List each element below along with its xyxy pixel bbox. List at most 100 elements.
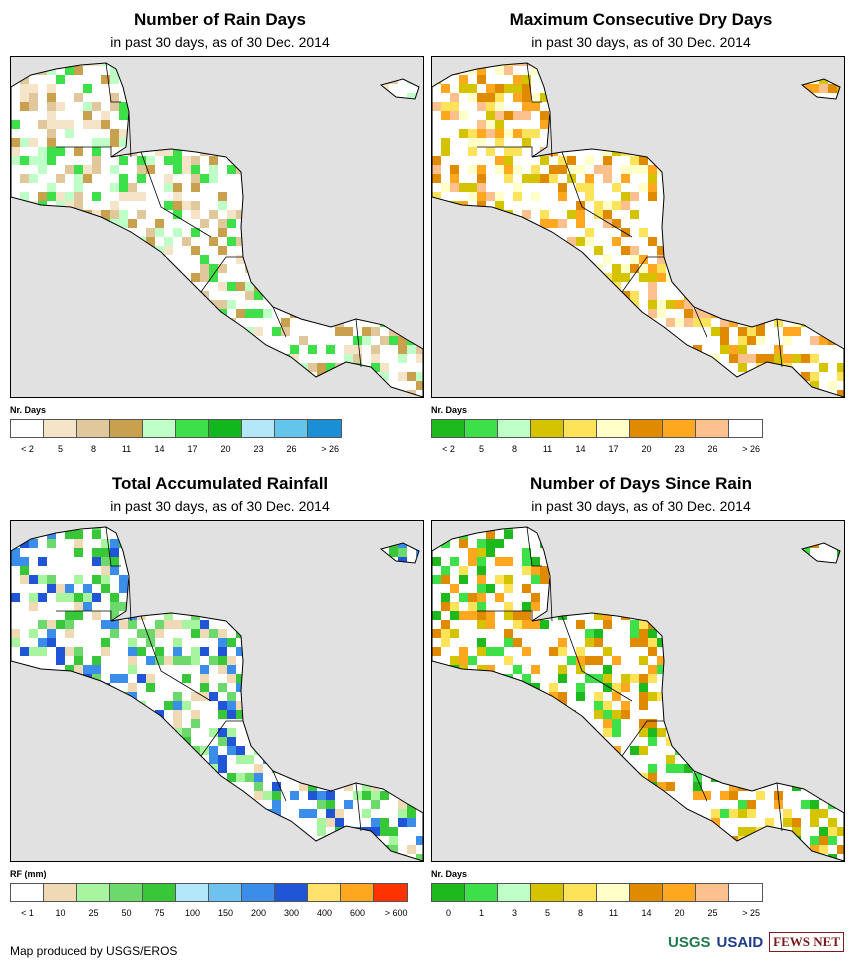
legend-label: < 2 [442,444,455,454]
legend-label: 5 [478,444,485,454]
legend-swatch [11,420,44,437]
legend-swatch [531,884,564,901]
legend-label: < 2 [21,444,34,454]
legend-swatch [275,884,308,901]
map-days-since-rain[interactable] [431,520,845,862]
legend-swatch [663,420,696,437]
legend-label: 23 [674,444,685,454]
legend-label: 26 [707,444,718,454]
panel-title: Total Accumulated Rainfall [111,474,329,493]
legend-swatch [110,420,143,437]
legend-swatch [341,884,374,901]
legend-label: 23 [253,444,264,454]
map-total-rain[interactable] [10,520,424,862]
legend-swatch [498,884,531,901]
legend-bar [10,883,408,902]
legend-label: > 26 [742,444,760,454]
legend-swatch [663,884,696,901]
legend-title: Nr. Days [431,869,468,879]
legend-label: 75 [154,908,165,918]
legend-swatch [597,884,630,901]
legend-label: 26 [286,444,297,454]
legend-label: 20 [641,444,652,454]
legend-swatch [498,420,531,437]
legend-label: 50 [121,908,132,918]
legend-swatch [209,884,242,901]
legend-swatch [531,420,564,437]
legend-swatch [209,420,242,437]
legend-labels: < 1 10 25 50 75 100 150 200 300 400 600 > 600 [10,908,410,920]
legend-label: 14 [154,444,165,454]
legend-label: 200 [250,908,267,918]
legend-label: 17 [608,444,619,454]
legend-label: 8 [90,444,97,454]
legend-swatch [630,420,663,437]
legend-label: 8 [577,908,584,918]
legend-label: 1 [478,908,485,918]
legend-swatch [176,420,209,437]
panel-subtitle: in past 30 days, as of 30 Dec. 2014 [531,34,751,50]
legend-swatch [308,884,341,901]
legend-swatch [729,884,762,901]
panel-dry-days: Maximum Consecutive Dry Days in past 30 … [431,0,851,460]
legend-label: 600 [349,908,366,918]
legend-label: 11 [542,444,553,454]
panel-title: Maximum Consecutive Dry Days [509,10,773,29]
legend-swatch [465,420,498,437]
legend-label: 20 [220,444,231,454]
legend-swatch [176,884,209,901]
legend-label: 14 [575,444,586,454]
legend-label: > 600 [384,908,408,918]
map-canvas [432,62,844,397]
legend-swatch [44,420,77,437]
legend-label: 5 [544,908,551,918]
legend-title: Nr. Days [431,405,468,415]
legend-swatch [77,420,110,437]
legend-swatch [44,884,77,901]
panel-days-since-rain: Number of Days Since Rain in past 30 day… [431,464,851,924]
map-canvas [432,526,844,861]
legend-title: Nr. Days [10,405,47,415]
legend-label: 5 [57,444,64,454]
map-dry-days[interactable] [431,56,845,398]
legend-swatch [696,420,729,437]
legend-swatch [77,884,110,901]
logo-strip: USGS USAID FEWS NET [668,932,844,952]
legend-swatch [11,884,44,901]
legend-labels: < 2 5 8 11 14 17 20 23 26 > 26 [431,444,831,456]
panel-total-rain: Total Accumulated Rainfall in past 30 da… [10,464,430,924]
map-rain-days[interactable] [10,56,424,398]
legend-label: 10 [55,908,66,918]
legend-labels: < 2 5 8 11 14 17 20 23 26 > 26 [10,444,410,456]
legend-label: 400 [316,908,333,918]
fews-net-logo: FEWS NET [769,932,844,952]
legend-label: 300 [283,908,300,918]
legend-swatch [143,420,176,437]
usaid-logo: USAID [716,933,764,951]
legend-label: 3 [511,908,518,918]
legend-swatch [374,884,407,901]
legend-label: 11 [608,908,619,918]
legend-label: 11 [121,444,132,454]
legend-swatch [696,884,729,901]
legend-bar [10,419,342,438]
legend-swatch [630,884,663,901]
footer-credit: Map produced by USGS/EROS [10,944,178,958]
legend-swatch [308,420,341,437]
panel-rain-days: Number of Rain Days in past 30 days, as … [10,0,430,460]
legend-swatch [432,884,465,901]
legend-label: 14 [641,908,652,918]
legend-swatch [432,420,465,437]
panel-subtitle: in past 30 days, as of 30 Dec. 2014 [531,498,751,514]
legend-swatch [729,420,762,437]
legend-swatch [110,884,143,901]
map-canvas [11,526,423,861]
legend-swatch [564,884,597,901]
legend-label: 150 [217,908,234,918]
legend-swatch [275,420,308,437]
legend-label: 100 [184,908,201,918]
legend-label: < 1 [21,908,34,918]
legend-label: > 26 [321,444,339,454]
legend-label: 8 [511,444,518,454]
legend-title: RF (mm) [10,869,47,879]
